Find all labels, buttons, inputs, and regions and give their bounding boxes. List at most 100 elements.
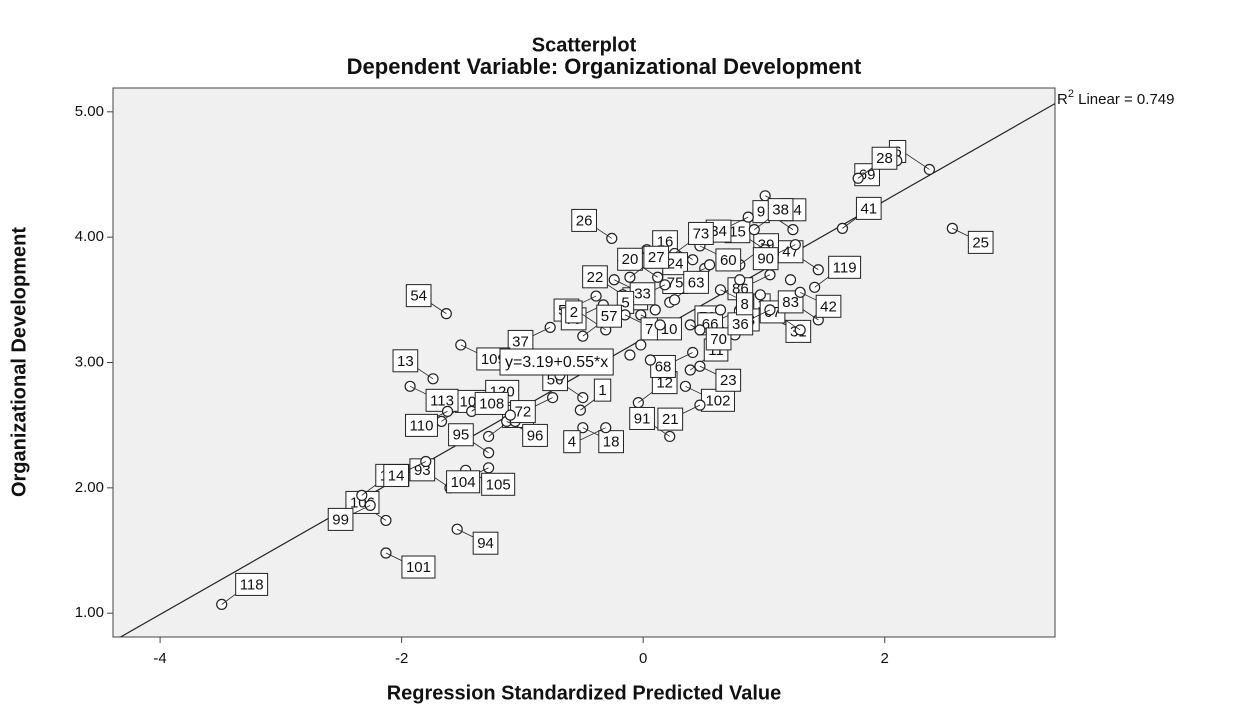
label-box xyxy=(401,555,436,579)
point-label: 73 xyxy=(693,225,710,242)
label-box xyxy=(752,247,779,271)
r-squared-label: R2 Linear = 0.749 xyxy=(1057,88,1174,108)
data-point xyxy=(654,319,666,331)
r-squared-rest: Linear = 0.749 xyxy=(1074,91,1175,108)
label-box xyxy=(683,270,709,294)
point-label: 99 xyxy=(332,511,349,528)
point-label: 90 xyxy=(757,251,774,268)
x-tick-label: 0 xyxy=(639,650,647,667)
point-label: 63 xyxy=(688,274,705,291)
r-squared-base: R xyxy=(1057,91,1068,108)
label-box xyxy=(522,423,548,447)
point-label: 23 xyxy=(720,372,737,389)
point-label: 38 xyxy=(772,202,789,219)
point-label: 12 xyxy=(656,375,673,392)
point-label: 70 xyxy=(710,331,727,348)
point-label: 24 xyxy=(667,256,684,273)
label-box xyxy=(871,146,898,170)
point-label: 60 xyxy=(720,252,737,269)
point-label: 25 xyxy=(972,234,989,251)
label-box xyxy=(565,300,583,324)
point-label: 68 xyxy=(655,358,672,375)
data-point xyxy=(668,294,681,306)
label-box xyxy=(446,470,481,494)
point-label: 101 xyxy=(406,559,431,576)
point-label: 28 xyxy=(876,150,893,167)
plot-content: 1181011069910094931411110595104103113131… xyxy=(119,103,1055,637)
data-point xyxy=(754,289,766,301)
point-label: 37 xyxy=(512,333,529,350)
data-point xyxy=(694,324,706,336)
y-axis-title: Organizational Development xyxy=(8,227,30,497)
point-label: 5 xyxy=(621,294,629,311)
label-box xyxy=(715,368,742,392)
label-box xyxy=(383,464,409,488)
point-label: 20 xyxy=(622,251,639,268)
point-label: 57 xyxy=(601,308,618,325)
label-box xyxy=(643,245,670,269)
data-point xyxy=(784,274,797,286)
label-box xyxy=(235,572,269,596)
point-label: 91 xyxy=(634,410,651,427)
point-label: 95 xyxy=(453,427,470,444)
chart-title: Scatterplot xyxy=(532,34,637,56)
point-label: 7 xyxy=(645,321,653,338)
label-box xyxy=(481,472,516,496)
label-leader xyxy=(902,151,930,170)
point-label: 41 xyxy=(860,200,877,217)
label-box xyxy=(582,265,608,289)
label-box xyxy=(617,247,643,271)
point-label: 119 xyxy=(833,259,857,276)
point-label: 108 xyxy=(479,395,504,412)
point-label: 42 xyxy=(820,298,837,315)
point-label: 4 xyxy=(568,434,576,451)
data-point xyxy=(714,304,727,316)
label-box xyxy=(571,208,597,232)
point-label: 113 xyxy=(430,392,454,409)
equation: y=3.19+0.55*x xyxy=(499,348,614,376)
y-tick-label: 3.00 xyxy=(75,353,104,370)
point-label: 96 xyxy=(527,427,544,444)
label-box xyxy=(563,430,581,454)
point-label: 94 xyxy=(477,535,494,552)
label-box xyxy=(715,248,742,272)
point-label: 33 xyxy=(634,286,651,303)
y-tick-label: 1.00 xyxy=(75,604,104,621)
label-box xyxy=(598,430,624,454)
label-box xyxy=(474,391,509,415)
label-box xyxy=(735,292,754,316)
point-label: 54 xyxy=(410,288,427,305)
label-leader xyxy=(576,427,606,443)
point-label: 105 xyxy=(486,476,511,493)
x-tick-label: -2 xyxy=(395,650,408,667)
data-point xyxy=(644,354,657,366)
equation-box xyxy=(499,348,614,376)
label-box xyxy=(448,423,474,447)
point-label: 14 xyxy=(388,467,405,484)
x-tick-label: -4 xyxy=(153,650,166,667)
point-label: 13 xyxy=(397,353,414,370)
y-tick-label: 4.00 xyxy=(75,228,104,245)
point-label: 18 xyxy=(603,434,620,451)
label-box xyxy=(815,294,842,318)
point-label: 15 xyxy=(729,224,746,241)
point-label: 26 xyxy=(576,212,593,229)
point-label: 6 xyxy=(893,143,901,160)
data-point xyxy=(504,409,516,421)
label-box xyxy=(327,507,354,531)
data-point xyxy=(649,304,661,316)
point-label: 1 xyxy=(598,382,606,399)
label-box xyxy=(596,304,622,328)
chart-subtitle: Dependent Variable: Organizational Devel… xyxy=(347,54,862,79)
label-box xyxy=(472,531,499,555)
y-tick-label: 5.00 xyxy=(75,103,104,120)
point-label: 104 xyxy=(451,474,476,491)
label-box xyxy=(650,354,676,378)
label-box xyxy=(688,221,714,245)
r-squared-sup: 2 xyxy=(1068,88,1074,100)
point-label: 34 xyxy=(710,223,727,240)
point-label: 72 xyxy=(515,404,532,421)
label-box xyxy=(593,378,612,402)
